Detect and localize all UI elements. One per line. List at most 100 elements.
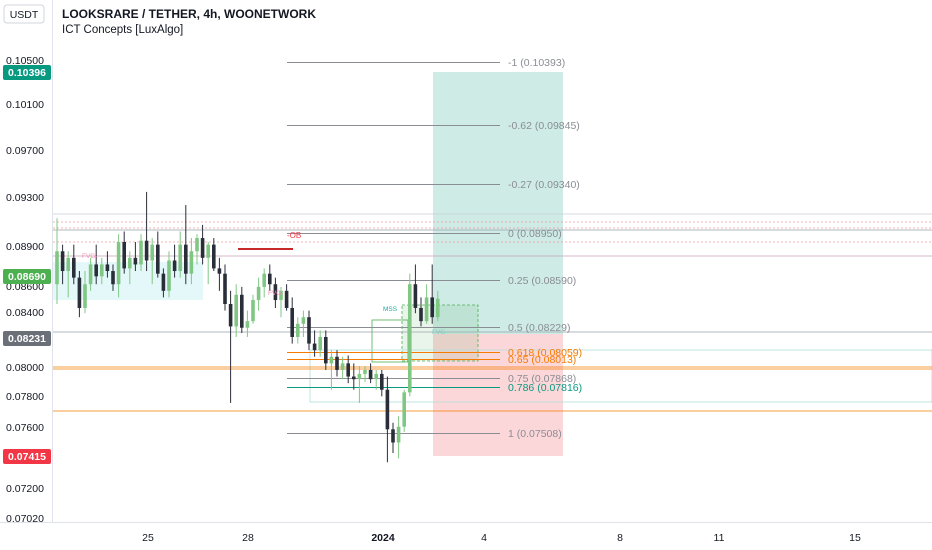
candle[interactable] — [245, 310, 250, 337]
candle[interactable] — [284, 284, 289, 311]
candle[interactable] — [139, 234, 143, 272]
candle[interactable] — [66, 251, 70, 298]
price-tag-bg — [3, 65, 51, 80]
candle[interactable] — [212, 238, 216, 272]
candle[interactable] — [380, 369, 384, 397]
candle[interactable] — [408, 273, 412, 397]
candle[interactable] — [240, 286, 244, 334]
candle[interactable] — [100, 257, 104, 285]
candle-body — [156, 244, 160, 274]
candle[interactable] — [150, 238, 154, 285]
price-tick-label: 0.08900 — [6, 241, 44, 253]
candle[interactable] — [178, 231, 182, 278]
candle-body — [402, 392, 406, 427]
candle[interactable] — [396, 416, 401, 459]
candle[interactable] — [256, 277, 261, 311]
candle[interactable] — [391, 422, 395, 454]
candle[interactable] — [335, 350, 339, 377]
indicator-label[interactable]: ICT Concepts [LuxAlgo] — [62, 24, 183, 36]
candle[interactable] — [144, 191, 149, 272]
candle[interactable] — [430, 264, 434, 324]
candle[interactable] — [413, 264, 418, 314]
candle[interactable] — [167, 251, 171, 298]
candle[interactable] — [111, 264, 115, 291]
candle[interactable] — [184, 205, 188, 285]
candle[interactable] — [105, 251, 110, 278]
candle[interactable] — [301, 310, 306, 337]
candle[interactable] — [156, 231, 160, 278]
candle[interactable] — [357, 366, 362, 403]
candle[interactable] — [262, 268, 266, 298]
candle[interactable] — [116, 234, 121, 298]
candle[interactable] — [436, 290, 440, 322]
candle[interactable] — [419, 297, 423, 327]
candle-body — [128, 257, 132, 269]
candle[interactable] — [133, 242, 138, 272]
candle[interactable] — [346, 355, 350, 384]
candle-body — [380, 373, 384, 390]
candle[interactable] — [195, 234, 199, 265]
candle[interactable] — [189, 238, 194, 285]
candle[interactable] — [268, 264, 272, 291]
candle[interactable] — [122, 231, 126, 274]
candle[interactable] — [318, 330, 322, 357]
candle[interactable] — [307, 310, 311, 351]
candle[interactable] — [385, 376, 390, 463]
candle[interactable] — [172, 244, 177, 278]
candle[interactable] — [72, 244, 76, 285]
candle[interactable] — [83, 271, 87, 314]
candle[interactable] — [340, 356, 345, 380]
fib-level-label: 0.618 (0.08059) — [508, 347, 582, 359]
candle[interactable] — [206, 242, 210, 285]
candle[interactable] — [352, 363, 356, 390]
candle[interactable] — [161, 268, 166, 298]
take-profit-zone[interactable] — [433, 72, 563, 334]
time-axis[interactable]: 25 28 2024 4 8 11 15 — [142, 532, 861, 544]
candle-body — [72, 257, 76, 278]
candle[interactable] — [223, 264, 227, 311]
candle[interactable] — [60, 244, 65, 285]
candle[interactable] — [251, 294, 255, 324]
candle[interactable] — [228, 290, 233, 403]
candle-body — [60, 251, 65, 272]
candle[interactable] — [279, 286, 283, 318]
candle[interactable] — [77, 271, 82, 318]
candle[interactable] — [290, 297, 294, 344]
fib-retracement[interactable]: -1 (0.10393) -0.62 (0.09845) -0.27 (0.0934… — [287, 57, 582, 440]
unit-button[interactable]: USDT — [3, 4, 45, 24]
candle[interactable] — [363, 366, 367, 382]
candle[interactable] — [200, 224, 205, 265]
candle[interactable] — [368, 363, 373, 384]
candle[interactable] — [55, 218, 59, 305]
candle[interactable] — [324, 330, 328, 370]
candle-body — [100, 264, 104, 277]
candle[interactable] — [234, 284, 238, 337]
stop-loss-zone[interactable] — [433, 334, 563, 456]
reference-lines — [53, 213, 932, 412]
candle[interactable] — [424, 284, 429, 324]
symbol-title[interactable]: LOOKSRARE / TETHER, 4h, WOONETWORK — [62, 7, 316, 21]
candle-body — [273, 284, 278, 301]
candle-body — [245, 321, 250, 328]
candle[interactable] — [402, 389, 406, 432]
candle[interactable] — [329, 350, 334, 390]
date-tick-label: 8 — [617, 532, 623, 544]
price-tag-bg — [3, 449, 51, 464]
candle[interactable] — [374, 369, 378, 390]
price-tick-label: 0.10100 — [6, 99, 44, 111]
candle[interactable] — [88, 257, 93, 291]
candle[interactable] — [296, 317, 300, 344]
candle[interactable] — [94, 244, 98, 285]
candle-body — [268, 273, 272, 285]
candlestick-series[interactable] — [55, 191, 440, 463]
candle[interactable] — [273, 277, 278, 308]
candle-body — [77, 277, 82, 308]
fvg-label: FVG- — [268, 290, 284, 297]
candle[interactable] — [217, 257, 222, 291]
candle[interactable] — [312, 330, 317, 357]
candle-body — [284, 290, 289, 308]
candle-body — [340, 363, 345, 370]
candle[interactable] — [128, 251, 132, 285]
candle-body — [200, 238, 205, 258]
